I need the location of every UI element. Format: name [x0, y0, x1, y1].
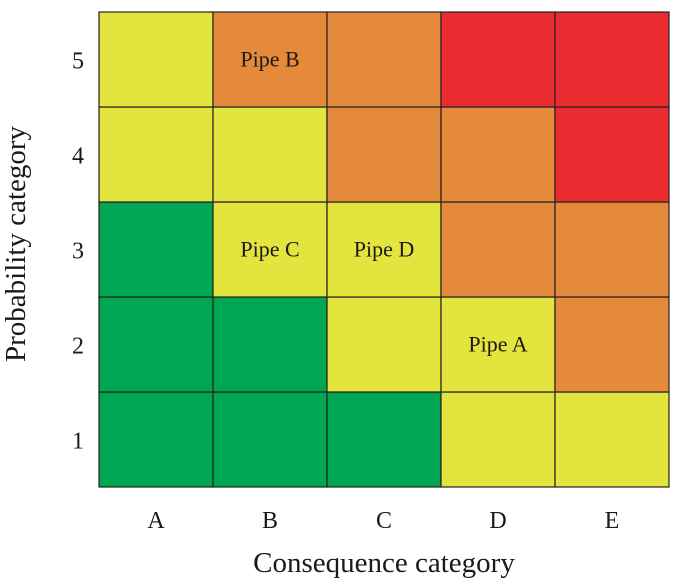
matrix-cell-B2: [212, 296, 328, 393]
matrix-cell-E2: [554, 296, 670, 393]
y-axis-ticks: 1 2 3 4 5: [72, 49, 84, 455]
matrix-cell-E4: [554, 106, 670, 203]
cell-label-pipe-a: Pipe A: [468, 332, 527, 357]
matrix-cell-E5: [554, 11, 670, 108]
x-tick-A: A: [147, 508, 165, 534]
matrix-cell-D5: [440, 11, 556, 108]
cell-label-pipe-d: Pipe D: [354, 237, 415, 262]
matrix-cell-D1: [440, 391, 556, 488]
matrix-cell-C4: [326, 106, 442, 203]
matrix-cell-C1: [326, 391, 442, 488]
y-tick-3: 3: [72, 239, 84, 265]
matrix-cell-A3: [98, 201, 214, 298]
matrix-cell-B5: [212, 11, 328, 108]
matrix-cell-C2: [326, 296, 442, 393]
matrix-cell-A5: [98, 11, 214, 108]
matrix-cell-D4: [440, 106, 556, 203]
x-tick-B: B: [262, 508, 278, 534]
y-tick-1: 1: [72, 429, 84, 455]
y-axis-title: Probability category: [0, 126, 32, 362]
matrix-cell-A1: [98, 391, 214, 488]
matrix-cells: [98, 11, 670, 488]
matrix-cell-B3: [212, 201, 328, 298]
matrix-cell-A2: [98, 296, 214, 393]
matrix-cell-B4: [212, 106, 328, 203]
x-tick-E: E: [605, 508, 620, 534]
matrix-cell-B1: [212, 391, 328, 488]
cell-annotations: Pipe A Pipe B Pipe C Pipe D: [240, 47, 527, 357]
matrix-cell-E3: [554, 201, 670, 298]
cell-label-pipe-b: Pipe B: [240, 47, 299, 72]
matrix-cell-D2: [440, 296, 556, 393]
y-tick-2: 2: [72, 334, 84, 360]
x-axis-ticks: A B C D E: [147, 508, 619, 534]
x-tick-D: D: [489, 508, 506, 534]
x-tick-C: C: [376, 508, 392, 534]
y-tick-4: 4: [72, 144, 84, 170]
y-tick-5: 5: [72, 49, 84, 75]
cell-label-pipe-c: Pipe C: [240, 237, 299, 262]
x-axis-title: Consequence category: [253, 547, 515, 579]
matrix-cell-E1: [554, 391, 670, 488]
matrix-cell-C3: [326, 201, 442, 298]
matrix-cell-C5: [326, 11, 442, 108]
matrix-cell-A4: [98, 106, 214, 203]
matrix-cell-D3: [440, 201, 556, 298]
